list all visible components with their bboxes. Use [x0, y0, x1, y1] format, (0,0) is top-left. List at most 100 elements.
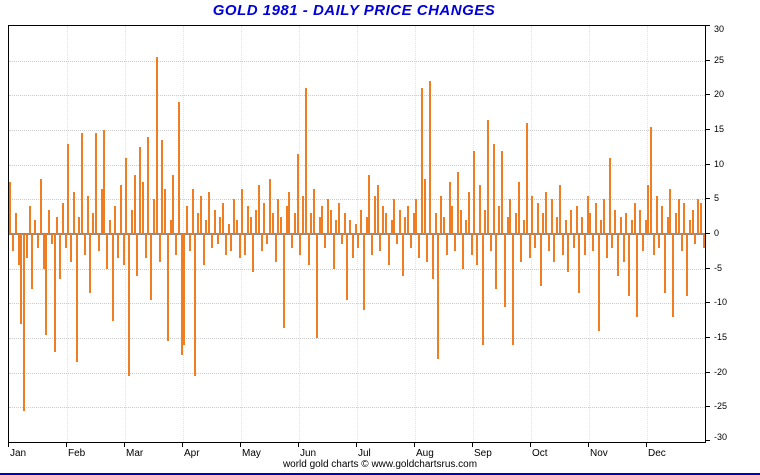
- bar: [371, 234, 374, 255]
- x-axis-label: Aug: [416, 448, 434, 459]
- bar: [362, 234, 365, 311]
- bar: [462, 234, 465, 269]
- y-axis-tick: [706, 371, 710, 373]
- bar: [133, 175, 136, 234]
- bar: [269, 178, 271, 234]
- gridline-horizontal: [9, 130, 705, 131]
- bar: [658, 234, 661, 248]
- bar: [561, 234, 564, 255]
- bar: [663, 234, 666, 293]
- bar: [50, 234, 53, 245]
- footer-line: [0, 473, 760, 475]
- bar: [481, 234, 484, 345]
- bar: [396, 234, 399, 245]
- y-axis-label: 5: [714, 193, 720, 204]
- bar: [622, 234, 625, 262]
- bar: [379, 234, 382, 252]
- bar: [271, 213, 274, 234]
- bar: [448, 182, 451, 234]
- bar: [575, 206, 578, 234]
- gridline-horizontal: [9, 372, 705, 374]
- bar: [611, 234, 614, 248]
- bar: [385, 213, 387, 234]
- x-axis-tick: [124, 443, 125, 447]
- bar: [625, 213, 628, 234]
- y-axis-label: -10: [714, 297, 728, 308]
- bar: [183, 234, 186, 345]
- bar: [186, 206, 189, 234]
- bar: [227, 223, 230, 234]
- bar: [208, 192, 211, 234]
- bar: [617, 234, 619, 276]
- bar: [354, 223, 357, 234]
- bar: [14, 213, 17, 234]
- bar: [564, 220, 567, 234]
- gridline-horizontal: [9, 199, 705, 201]
- bar: [108, 220, 111, 234]
- bar: [302, 195, 305, 234]
- bar: [503, 234, 506, 307]
- y-axis-tick: [706, 163, 710, 165]
- bar: [37, 234, 39, 248]
- bar: [324, 234, 327, 248]
- bar: [53, 234, 56, 352]
- bar: [683, 202, 686, 234]
- bar: [437, 234, 440, 359]
- y-axis-label: -15: [714, 332, 728, 342]
- bar: [666, 216, 669, 234]
- bar: [219, 216, 222, 234]
- bar: [211, 234, 213, 248]
- y-axis-tick: [706, 94, 710, 96]
- bar: [70, 234, 73, 262]
- bar: [652, 234, 655, 255]
- bar: [103, 130, 106, 234]
- bar: [277, 199, 280, 234]
- bar: [177, 102, 180, 234]
- bar: [169, 220, 172, 234]
- bar: [147, 136, 150, 234]
- bar: [335, 220, 338, 234]
- bar: [23, 234, 26, 411]
- bar: [92, 213, 95, 234]
- bar: [329, 209, 332, 234]
- bar: [489, 234, 492, 252]
- bar: [478, 185, 481, 234]
- bar: [655, 195, 658, 234]
- chart-title: GOLD 1981 - DAILY PRICE CHANGES: [212, 2, 496, 19]
- bar: [636, 234, 639, 318]
- bar: [72, 192, 75, 234]
- bar: [691, 209, 694, 234]
- bar: [95, 133, 97, 234]
- bar: [534, 234, 537, 248]
- bar: [122, 234, 125, 266]
- bar: [266, 234, 269, 245]
- bar: [672, 234, 675, 318]
- bar: [445, 234, 448, 255]
- x-axis-tick: [646, 443, 647, 447]
- bar: [586, 195, 589, 234]
- x-axis-tick: [530, 443, 531, 447]
- x-axis-label: Nov: [590, 448, 608, 459]
- bar: [150, 234, 153, 300]
- bar: [144, 234, 147, 259]
- bar: [246, 206, 249, 234]
- bar: [318, 216, 321, 234]
- bar: [409, 234, 412, 248]
- bar: [235, 220, 238, 234]
- y-axis-tick: [706, 406, 710, 408]
- x-axis-label: Sep: [474, 448, 492, 459]
- bar: [285, 206, 288, 234]
- bar: [456, 171, 459, 234]
- bar: [293, 213, 296, 234]
- bar: [172, 175, 175, 234]
- x-axis: Jan Feb Mar Apr May Jun Jul Aug Sep Oct Nov Dec: [8, 443, 706, 461]
- x-axis-label: Jan: [10, 448, 27, 459]
- bar: [244, 234, 247, 255]
- bar: [111, 234, 114, 321]
- bar: [117, 234, 120, 259]
- bar: [106, 234, 109, 269]
- x-axis-label: Mar: [126, 448, 144, 459]
- bar: [702, 234, 705, 248]
- bar: [75, 234, 78, 363]
